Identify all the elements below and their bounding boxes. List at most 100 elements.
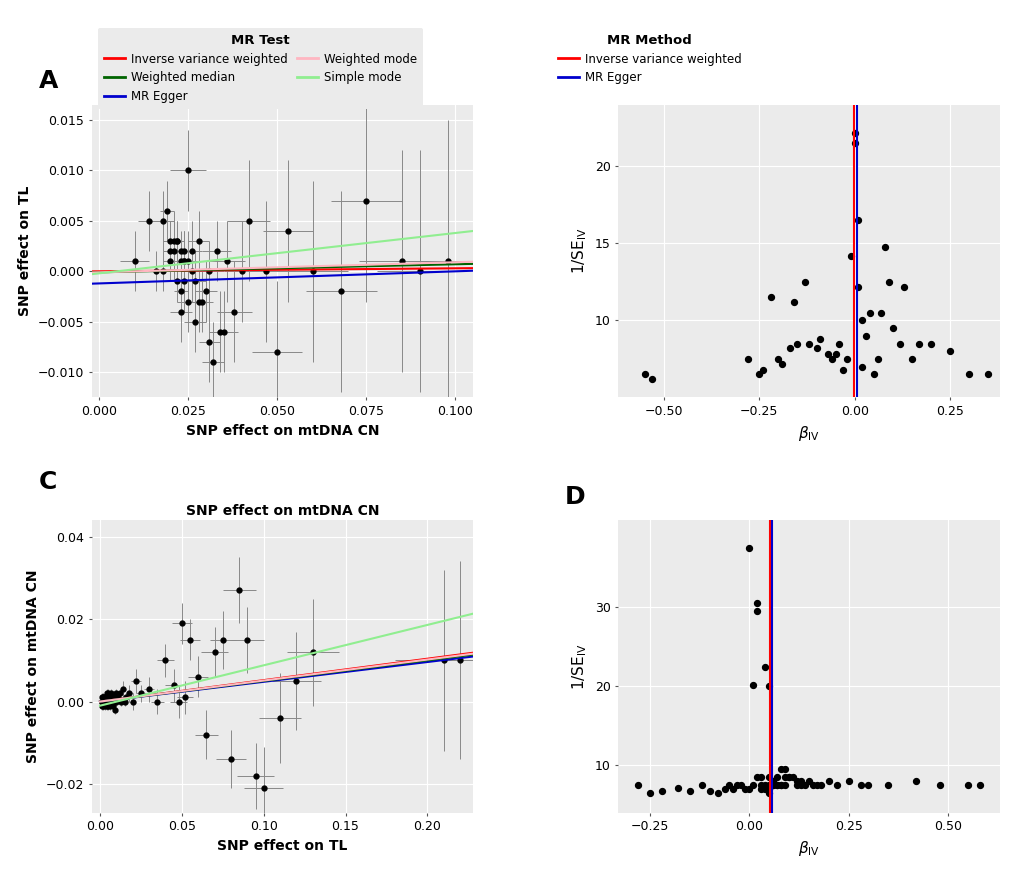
Legend: Inverse variance weighted, MR Egger: Inverse variance weighted, MR Egger	[551, 28, 747, 90]
Point	[838, 352, 854, 366]
Point	[800, 774, 816, 788]
Point	[764, 774, 781, 788]
Point	[772, 778, 789, 792]
Point	[752, 778, 768, 792]
Point	[859, 778, 875, 792]
Point	[811, 332, 827, 346]
Point	[808, 341, 824, 355]
Point	[883, 321, 900, 335]
Point	[776, 770, 793, 784]
Text: A: A	[39, 69, 58, 94]
X-axis label: $\beta_{\mathrm{IV}}$: $\beta_{\mathrm{IV}}$	[797, 839, 819, 858]
Point	[835, 363, 851, 377]
Point	[762, 290, 779, 304]
Point	[846, 126, 862, 140]
Point	[720, 778, 737, 792]
Y-axis label: $1/\mathrm{SE}_{\mathrm{IV}}$: $1/\mathrm{SE}_{\mathrm{IV}}$	[570, 228, 589, 274]
Point	[812, 778, 828, 792]
Point	[796, 778, 812, 792]
Point	[741, 782, 757, 796]
Point	[850, 213, 866, 227]
Point	[931, 778, 948, 792]
Point	[760, 778, 776, 792]
Point	[850, 280, 866, 294]
Text: B: B	[565, 69, 583, 94]
Point	[756, 782, 772, 796]
Point	[842, 249, 858, 263]
Point	[741, 541, 757, 555]
Point	[760, 786, 776, 800]
Point	[910, 336, 926, 350]
Point	[716, 782, 733, 796]
Point	[830, 336, 847, 350]
Point	[959, 778, 975, 792]
Point	[630, 778, 646, 792]
Point	[960, 367, 976, 381]
Point	[748, 596, 764, 610]
Point	[880, 275, 897, 289]
Point	[907, 774, 923, 788]
Point	[796, 275, 812, 289]
Point	[868, 352, 884, 366]
Point	[846, 136, 862, 150]
Point	[892, 336, 908, 350]
Point	[760, 679, 776, 693]
Point	[756, 778, 772, 792]
X-axis label: SNP effect on mtDNA CN: SNP effect on mtDNA CN	[185, 424, 379, 438]
Point	[750, 367, 766, 381]
Y-axis label: SNP effect on TL: SNP effect on TL	[18, 186, 32, 316]
Point	[636, 367, 652, 381]
Point	[725, 782, 741, 796]
Y-axis label: $1/\mathrm{SE}_{\mathrm{IV}}$: $1/\mathrm{SE}_{\mathrm{IV}}$	[570, 643, 589, 690]
Point	[772, 778, 789, 792]
Point	[941, 344, 957, 358]
Point	[879, 778, 896, 792]
Point	[896, 280, 912, 294]
Point	[820, 774, 837, 788]
Point	[768, 778, 785, 792]
Point	[788, 774, 804, 788]
Point	[776, 778, 793, 792]
Point	[772, 762, 789, 776]
Point	[733, 778, 749, 792]
Point	[804, 778, 820, 792]
Point	[768, 770, 785, 784]
Point	[789, 336, 805, 350]
Point	[653, 784, 669, 798]
Point	[641, 786, 657, 800]
Point	[853, 314, 869, 328]
Point	[739, 352, 755, 366]
Point	[768, 778, 785, 792]
Title: SNP effect on mtDNA CN: SNP effect on mtDNA CN	[185, 503, 379, 517]
Legend: Inverse variance weighted, Weighted median, MR Egger, Weighted mode, Simple mode: Inverse variance weighted, Weighted medi…	[98, 28, 423, 109]
Point	[760, 770, 776, 784]
Point	[840, 774, 856, 788]
X-axis label: $\beta_{\mathrm{IV}}$: $\beta_{\mathrm{IV}}$	[797, 424, 819, 442]
Point	[792, 778, 808, 792]
Point	[764, 778, 781, 792]
Point	[876, 239, 893, 253]
Point	[781, 770, 797, 784]
Point	[769, 352, 786, 366]
Point	[853, 359, 869, 373]
Point	[744, 778, 760, 792]
Point	[857, 329, 873, 343]
Point	[644, 372, 660, 386]
Point	[800, 336, 816, 350]
Point	[781, 770, 797, 784]
Point	[760, 782, 776, 796]
Text: C: C	[39, 470, 57, 494]
Point	[922, 336, 938, 350]
Point	[773, 357, 790, 371]
Point	[826, 347, 843, 361]
Text: D: D	[565, 484, 585, 509]
Point	[781, 341, 797, 355]
Point	[808, 778, 824, 792]
Point	[737, 782, 753, 796]
Point	[748, 770, 764, 784]
Point	[785, 295, 801, 309]
X-axis label: SNP effect on TL: SNP effect on TL	[217, 839, 347, 853]
Point	[752, 782, 768, 796]
Point	[861, 306, 877, 320]
Point	[776, 762, 793, 776]
